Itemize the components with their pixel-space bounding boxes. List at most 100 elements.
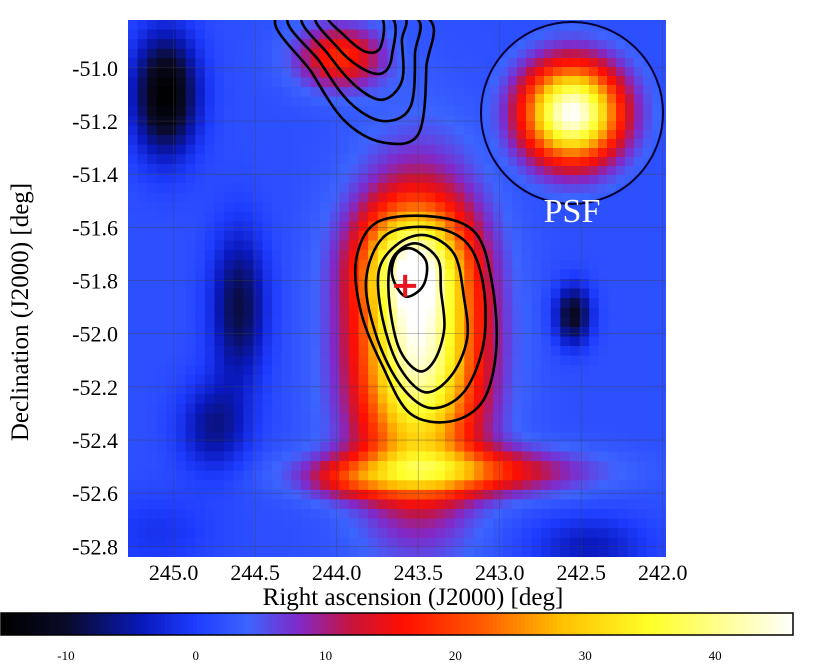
heatmap-cell	[339, 528, 350, 539]
heatmap-cell	[339, 20, 350, 31]
heatmap-cell	[243, 470, 254, 481]
heatmap-cell	[569, 365, 581, 376]
heatmap-cell	[128, 202, 139, 213]
heatmap-cell	[272, 221, 283, 232]
heatmap-cell	[348, 67, 360, 79]
psf-pixel	[598, 67, 608, 77]
colorbar-segment	[717, 613, 722, 635]
heatmap-cell	[147, 144, 158, 155]
heatmap-cell	[262, 470, 273, 481]
colorbar-segment	[645, 613, 650, 635]
heatmap-cell	[166, 537, 177, 549]
heatmap-cell	[224, 441, 235, 453]
heatmap-cell	[185, 461, 196, 472]
heatmap-cell	[445, 441, 456, 453]
psf-pixel	[481, 121, 491, 131]
psf-pixel	[526, 103, 536, 113]
colorbar-segment	[241, 613, 246, 635]
heatmap-cell	[435, 240, 446, 251]
contour-ring	[300, 20, 408, 102]
heatmap-cell	[425, 346, 437, 357]
heatmap-cell	[224, 154, 235, 165]
heatmap-cell	[521, 393, 533, 405]
psf-pixel	[481, 94, 491, 104]
colorbar-segment	[573, 613, 578, 635]
heatmap-cell	[214, 58, 225, 69]
heatmap-cell	[377, 547, 388, 557]
heatmap-cell	[128, 422, 139, 433]
heatmap-cell	[185, 278, 196, 290]
heatmap-cell	[387, 77, 398, 88]
heatmap-cell	[176, 259, 187, 270]
heatmap-cell	[300, 365, 312, 376]
colorbar-segment	[157, 613, 162, 635]
heatmap-cell	[147, 547, 158, 557]
heatmap-cell	[579, 489, 590, 501]
heatmap-cell	[147, 48, 158, 59]
psf-pixel	[634, 166, 644, 176]
heatmap-cell	[310, 518, 321, 529]
heatmap-cell	[329, 422, 340, 433]
heatmap-cell	[281, 29, 292, 40]
heatmap-cell	[185, 432, 196, 443]
heatmap-cell	[291, 250, 302, 261]
psf-pixel	[508, 103, 518, 113]
heatmap-cell	[320, 451, 331, 462]
heatmap-cell	[454, 346, 465, 357]
heatmap-cell	[416, 480, 427, 491]
heatmap-cell	[502, 499, 513, 510]
heatmap-cell	[656, 298, 666, 309]
heatmap-cell	[425, 307, 437, 318]
heatmap-cell	[300, 39, 312, 50]
heatmap-cell	[512, 183, 523, 194]
psf-pixel	[589, 40, 599, 50]
heatmap-cell	[454, 403, 465, 414]
heatmap-cell	[464, 202, 475, 213]
psf-pixel	[517, 58, 527, 68]
heatmap-cell	[348, 480, 360, 491]
heatmap-cell	[589, 432, 600, 443]
heatmap-cell	[320, 413, 331, 424]
heatmap-cell	[348, 183, 360, 194]
heatmap-cell	[348, 547, 360, 557]
heatmap-cell	[531, 413, 542, 424]
heatmap-cell	[445, 154, 456, 165]
heatmap-cell	[589, 499, 600, 510]
heatmap-cell	[483, 432, 494, 443]
heatmap-cell	[454, 144, 465, 155]
heatmap-cell	[176, 470, 187, 481]
heatmap-cell	[608, 250, 619, 261]
heatmap-cell	[435, 307, 446, 318]
heatmap-cell	[243, 298, 254, 309]
heatmap-cell	[550, 326, 561, 338]
colorbar-segment	[293, 613, 298, 635]
heatmap-cell	[435, 441, 446, 453]
heatmap-cell	[272, 58, 283, 69]
heatmap-cell	[300, 336, 312, 347]
heatmap-cell	[214, 537, 225, 549]
heatmap-cell	[252, 48, 264, 59]
heatmap-cell	[300, 403, 312, 414]
heatmap-cell	[233, 441, 244, 453]
heatmap-cell	[281, 96, 292, 107]
heatmap-cell	[416, 393, 427, 405]
heatmap-cell	[502, 240, 513, 251]
heatmap-cell	[425, 441, 437, 453]
heatmap-cell	[185, 77, 196, 88]
heatmap-cell	[473, 346, 485, 357]
heatmap-cell	[493, 461, 504, 472]
psf-pixel	[571, 85, 581, 95]
psf-pixel	[562, 85, 572, 95]
psf-pixel	[526, 157, 536, 167]
psf-pixel	[598, 139, 608, 149]
heatmap-cell	[166, 547, 177, 557]
heatmap-cell	[320, 221, 331, 232]
heatmap-cell	[560, 384, 571, 395]
heatmap-cell	[656, 346, 666, 357]
heatmap-cell	[368, 537, 379, 549]
heatmap-cell	[541, 240, 552, 251]
psf-pixel	[562, 112, 572, 122]
heatmap-cell	[416, 163, 427, 175]
heatmap-cell	[300, 278, 312, 290]
heatmap-cell	[272, 461, 283, 472]
